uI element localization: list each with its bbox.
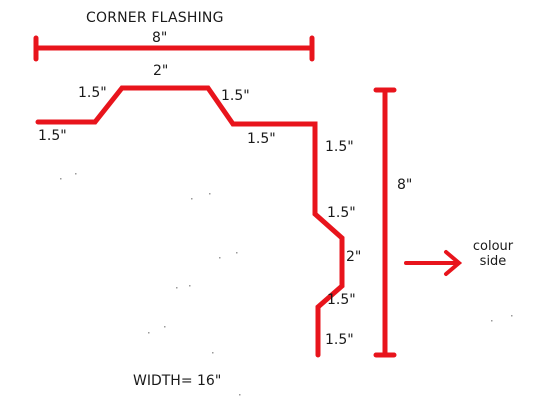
speck-dots: [60, 173, 513, 396]
bump-label: 2": [346, 249, 362, 265]
top-dimension-bar: [33, 35, 315, 62]
top-flat-label: 2": [153, 63, 169, 79]
right-height-label: 8": [397, 177, 413, 193]
total-width-label: WIDTH= 16": [133, 373, 222, 389]
colour-side-arrow: [404, 250, 463, 276]
colour-side-line2: side: [479, 253, 507, 269]
mid-flat-label: 1.5": [247, 131, 276, 147]
right-slope-label: 1.5": [221, 88, 250, 104]
top-width-label: 8": [152, 30, 168, 46]
left-slope-label: 1.5": [78, 85, 107, 101]
left-flat-label: 1.5": [38, 128, 67, 144]
colour-side-line1: colour: [472, 239, 514, 254]
colour-side-note: colour side: [465, 239, 521, 270]
right-dimension-bar: [373, 87, 397, 358]
down-1-label: 1.5": [325, 139, 354, 155]
down-3-label: 1.5": [327, 292, 356, 308]
diagram-title: CORNER FLASHING: [86, 10, 224, 26]
down-2-label: 1.5": [327, 205, 356, 221]
down-4-label: 1.5": [325, 332, 354, 348]
flashing-profile: [35, 85, 345, 358]
